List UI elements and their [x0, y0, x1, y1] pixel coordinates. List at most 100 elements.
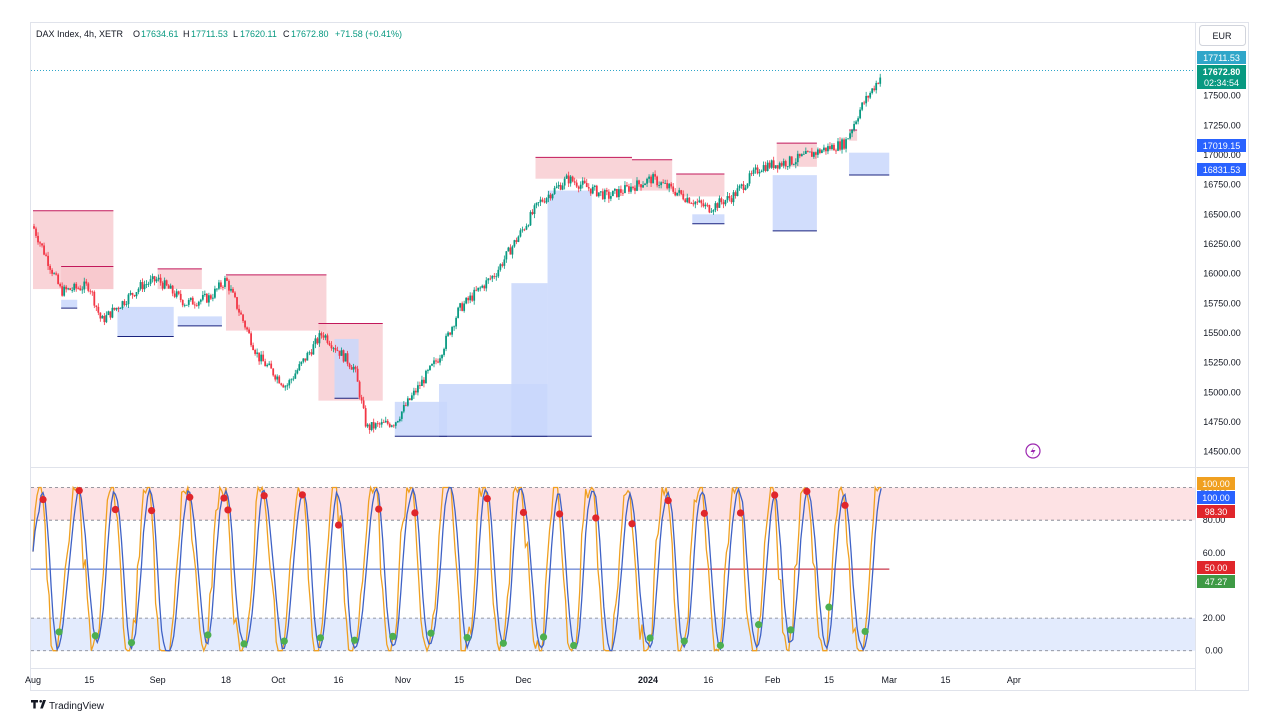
candle-body [266, 364, 269, 367]
candle-body [873, 88, 876, 91]
candle-body [768, 162, 771, 168]
osc-tick-label: 60.00 [1203, 548, 1226, 558]
currency-button[interactable] [1199, 25, 1246, 46]
supply-zone [776, 143, 817, 167]
candle-body [547, 194, 550, 199]
candle-body [195, 305, 198, 306]
candle-body [607, 191, 610, 199]
lightning-icon[interactable] [1025, 443, 1041, 459]
candle-body [41, 243, 43, 246]
candle-body [652, 174, 654, 184]
candle-body [179, 293, 182, 300]
candle-body [328, 342, 331, 346]
candle-body [310, 352, 313, 355]
candle-body [376, 423, 379, 425]
candle-body [300, 361, 303, 365]
candle-body [545, 198, 548, 203]
candle-body [386, 420, 389, 424]
candle-body [173, 293, 176, 297]
candle-body [77, 288, 80, 290]
candle-body [700, 200, 703, 204]
time-tick-label: Nov [395, 675, 412, 685]
candle-body [579, 184, 582, 189]
candle-body [419, 385, 421, 387]
candle-body [51, 269, 53, 274]
candle-body [276, 376, 279, 380]
candle-body [684, 199, 687, 203]
candle-body [730, 198, 733, 203]
ohlc-high-label: H [183, 29, 190, 39]
demand-zone [61, 299, 78, 309]
candle-body [197, 301, 200, 306]
price-tick-label: 17250.00 [1203, 120, 1241, 130]
candle-body [326, 335, 329, 343]
bearish-cross-marker [75, 487, 83, 495]
candle-body [431, 363, 433, 366]
candle-body [688, 197, 691, 204]
candle-body [569, 176, 572, 184]
supply-demand-zones [33, 129, 890, 437]
candle-body [626, 185, 628, 187]
bullish-cross-marker [316, 634, 325, 642]
bearish-cross-marker [628, 520, 636, 528]
candle-body [427, 370, 429, 371]
tradingview-label: TradingView [49, 701, 105, 712]
candle-body [185, 304, 188, 306]
candle-body [133, 295, 136, 297]
demand-zone [334, 338, 359, 399]
candle-body [232, 288, 234, 293]
candle-body [714, 203, 717, 211]
candle-body [618, 189, 620, 198]
candle-body [346, 353, 349, 364]
supply-zone [225, 274, 327, 331]
candle-body [843, 139, 845, 149]
osc-k-badge-text: 100.00 [1202, 479, 1230, 489]
bullish-cross-marker [351, 636, 359, 644]
bullish-cross-marker [55, 628, 63, 636]
candle-body [475, 289, 478, 291]
candle-body [455, 317, 458, 327]
candle-body [211, 297, 214, 299]
last-price-badge-text: 17672.80 [1203, 67, 1241, 77]
candle-body [59, 283, 62, 287]
candle-body [581, 180, 584, 185]
ohlc-change: +71.58 (+0.41%) [335, 29, 402, 39]
candle-body [344, 353, 347, 362]
bullish-cross-marker [539, 633, 548, 641]
tradingview-logo-icon[interactable] [31, 700, 46, 709]
time-tick-label: Apr [1007, 675, 1021, 685]
candle-body [605, 190, 608, 192]
candle-body [722, 202, 725, 205]
candle-body [360, 397, 363, 401]
stoch-d-line [32, 486, 882, 652]
level-badge-1-text: 17019.15 [1203, 141, 1241, 151]
axes: 14500.00 14750.00 15000.00 15250.00 15500.00… [25, 91, 1241, 685]
candle-body [563, 178, 566, 186]
candle-body [398, 418, 401, 422]
candle-body [332, 347, 335, 349]
candle-body [163, 280, 166, 289]
candle-body [248, 329, 250, 334]
candle-body [71, 290, 74, 291]
candle-body [704, 204, 707, 207]
bearish-cross-marker [771, 491, 779, 499]
candle-body [93, 291, 96, 306]
time-tick-label: Sep [150, 675, 166, 685]
candle-body [175, 291, 178, 297]
candle-body [304, 358, 307, 361]
candle-body [786, 166, 789, 168]
candle-body [417, 385, 419, 393]
bearish-cross-marker [483, 495, 491, 503]
candle-body [770, 160, 773, 168]
candle-body [151, 276, 154, 280]
bearish-cross-marker [111, 505, 120, 514]
price-tick-label: 14500.00 [1203, 447, 1241, 457]
candle-body [690, 203, 693, 204]
candle-body [264, 361, 267, 367]
candle-body [644, 183, 646, 186]
candle-body [352, 366, 355, 370]
candle-body [636, 180, 638, 191]
candle-body [83, 281, 86, 290]
candle-body [463, 303, 466, 311]
